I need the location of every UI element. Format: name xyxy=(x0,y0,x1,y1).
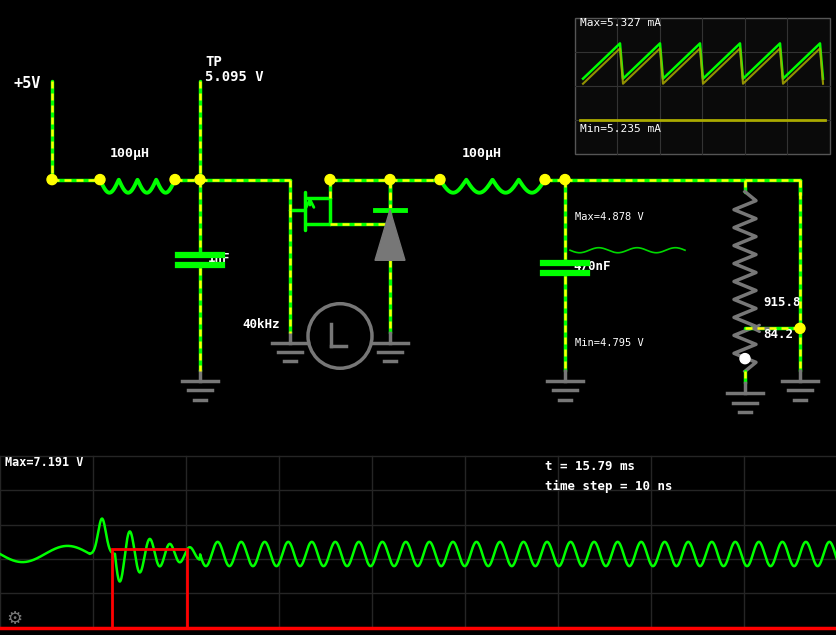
Text: Max=4.878 V: Max=4.878 V xyxy=(574,212,643,222)
Text: 1nF: 1nF xyxy=(208,252,230,265)
Text: 5.095 V: 5.095 V xyxy=(205,70,263,84)
Text: 470nF: 470nF xyxy=(573,260,609,274)
Circle shape xyxy=(170,175,180,185)
Text: Max=7.191 V: Max=7.191 V xyxy=(5,456,84,469)
Text: 84.2: 84.2 xyxy=(762,328,792,342)
Circle shape xyxy=(539,175,549,185)
Text: Min=4.795 V: Min=4.795 V xyxy=(574,338,643,348)
Polygon shape xyxy=(375,210,405,260)
Circle shape xyxy=(559,175,569,185)
Circle shape xyxy=(95,175,104,185)
Text: Max=5.327 mA: Max=5.327 mA xyxy=(579,18,660,28)
Text: 40kHz: 40kHz xyxy=(242,318,279,331)
Circle shape xyxy=(739,354,749,364)
Text: TP: TP xyxy=(205,55,222,69)
Circle shape xyxy=(435,175,445,185)
Circle shape xyxy=(385,175,395,185)
Bar xyxy=(112,549,186,628)
Circle shape xyxy=(324,175,334,185)
Text: 915.8: 915.8 xyxy=(762,296,799,309)
Circle shape xyxy=(794,323,804,333)
Text: 100μH: 100μH xyxy=(461,147,502,161)
Circle shape xyxy=(47,175,57,185)
Text: t = 15.79 ms: t = 15.79 ms xyxy=(544,460,635,473)
Text: +5V: +5V xyxy=(14,76,41,91)
Text: time step = 10 ns: time step = 10 ns xyxy=(544,480,671,493)
Text: Min=5.235 mA: Min=5.235 mA xyxy=(579,124,660,135)
Bar xyxy=(574,18,829,154)
Text: ⚙: ⚙ xyxy=(6,610,22,628)
Text: 100μH: 100μH xyxy=(110,147,150,161)
Circle shape xyxy=(195,175,205,185)
